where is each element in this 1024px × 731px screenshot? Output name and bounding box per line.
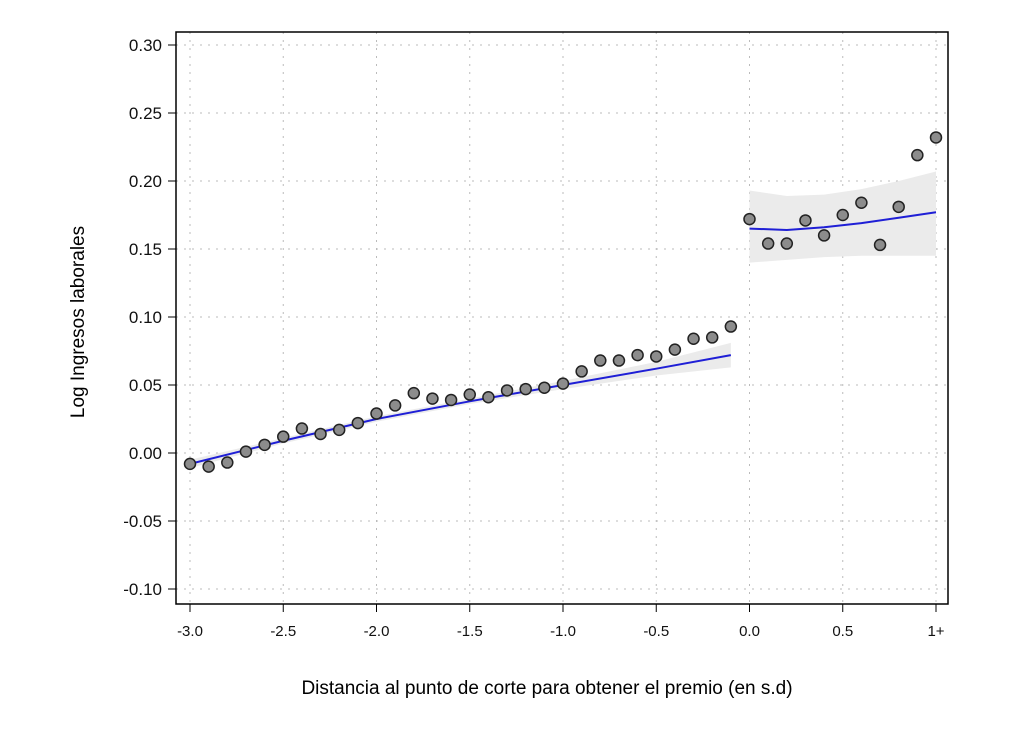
data-point bbox=[351, 416, 365, 430]
x-tick-label: 1+ bbox=[927, 623, 944, 640]
data-point bbox=[929, 131, 943, 144]
data-point bbox=[538, 381, 551, 394]
x-tick-label: -2.0 bbox=[364, 623, 390, 640]
data-point bbox=[817, 229, 831, 242]
data-point bbox=[388, 399, 402, 412]
data-point bbox=[370, 407, 383, 420]
data-point bbox=[892, 200, 905, 214]
data-point bbox=[631, 348, 644, 362]
x-tick-label: 0.0 bbox=[739, 623, 760, 640]
confidence-band bbox=[190, 342, 731, 468]
y-tick-label: 0.05 bbox=[129, 376, 162, 395]
data-point bbox=[277, 430, 290, 443]
x-tick-label: 0.5 bbox=[832, 623, 853, 640]
x-tick-label: -0.5 bbox=[643, 623, 669, 640]
data-point bbox=[295, 422, 309, 435]
data-point bbox=[407, 386, 421, 400]
data-point bbox=[743, 212, 756, 226]
data-point bbox=[873, 238, 887, 252]
y-axis-label: Log Ingresos laborales bbox=[68, 226, 89, 418]
x-axis-label: Distancia al punto de corte para obtener… bbox=[301, 678, 792, 699]
x-tick-label: -1.5 bbox=[457, 623, 483, 640]
data-point bbox=[612, 354, 626, 367]
data-point bbox=[332, 423, 346, 437]
data-point bbox=[836, 208, 849, 222]
data-point bbox=[183, 457, 197, 471]
axes: -3.0 -2.5 -2.0 -1.5 -1.0 -0.5 0.0 0.5 1+ -0.10 -0.… bbox=[123, 36, 945, 640]
data-point bbox=[705, 331, 719, 344]
data-point bbox=[239, 445, 253, 458]
data-point bbox=[519, 382, 532, 396]
data-point bbox=[724, 320, 738, 333]
y-tick-label: 0.25 bbox=[129, 104, 162, 123]
data-point bbox=[314, 427, 327, 441]
x-tick-label: -1.0 bbox=[550, 623, 576, 640]
data-point bbox=[258, 438, 271, 452]
data-point bbox=[500, 384, 514, 397]
data-point bbox=[575, 365, 588, 378]
data-point bbox=[221, 456, 234, 469]
y-tick-label: -0.05 bbox=[123, 512, 162, 531]
data-point bbox=[668, 343, 682, 356]
data-point bbox=[780, 237, 794, 250]
y-tick-label: 0.00 bbox=[129, 444, 162, 463]
data-point bbox=[911, 148, 924, 162]
x-tick-label: -3.0 bbox=[177, 623, 203, 640]
data-point bbox=[556, 377, 570, 390]
data-point bbox=[444, 393, 458, 407]
data-point bbox=[761, 237, 775, 250]
y-tick-label: 0.20 bbox=[129, 172, 162, 191]
data-point bbox=[799, 214, 812, 227]
plot-frame bbox=[175, 31, 949, 605]
y-tick-label: 0.10 bbox=[129, 308, 162, 327]
y-tick-label: 0.30 bbox=[129, 36, 162, 55]
fit-line bbox=[749, 211, 937, 231]
grid bbox=[176, 32, 948, 604]
y-tick-label: -0.10 bbox=[123, 580, 162, 599]
data-point bbox=[463, 388, 476, 401]
data-point bbox=[594, 354, 607, 367]
data-point bbox=[482, 390, 495, 404]
data-point bbox=[426, 392, 439, 405]
y-tick-label: 0.15 bbox=[129, 240, 162, 259]
x-tick-label: -2.5 bbox=[270, 623, 296, 640]
data-point bbox=[650, 350, 663, 363]
data-point bbox=[202, 460, 215, 473]
data-points bbox=[183, 131, 943, 473]
data-point bbox=[855, 196, 868, 210]
data-point bbox=[687, 332, 700, 346]
